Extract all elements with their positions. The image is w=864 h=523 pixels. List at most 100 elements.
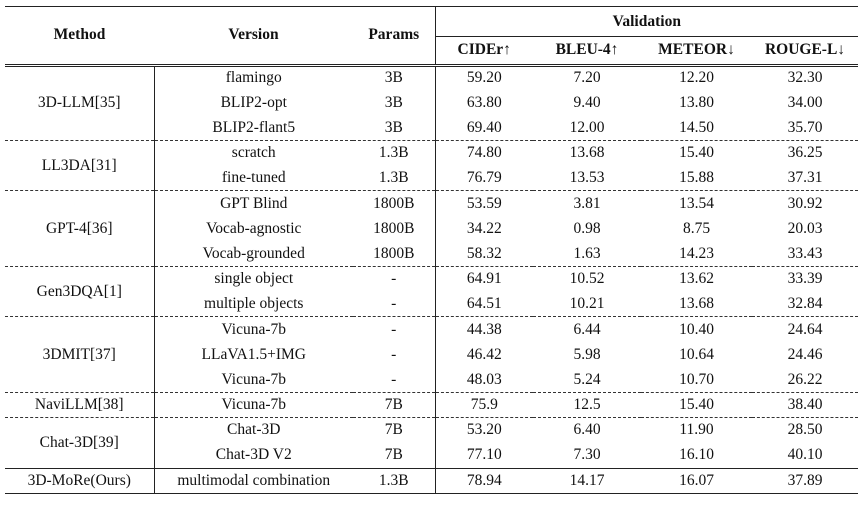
version-cell: LLaVA1.5+IMG (201, 345, 306, 363)
header-cider: CIDEr↑ (434, 36, 533, 64)
rouge-cell: 32.30 (787, 69, 823, 87)
cider-cell: 59.20 (434, 65, 533, 91)
params-cell: 1.3B (378, 169, 409, 187)
cider-cell: 53.59 (434, 190, 533, 217)
version-cell: multimodal combination (154, 467, 353, 494)
bleu-cell: 7.30 (573, 446, 601, 464)
rouge-cell: 24.46 (787, 345, 823, 363)
params-cell: 1800B (353, 190, 435, 217)
rouge-cell: 26.22 (787, 370, 823, 388)
cider-cell: 77.10 (434, 442, 533, 468)
meteor-cell: 16.10 (679, 446, 714, 464)
params-cell: 3B (384, 118, 403, 136)
cider-cell: 76.79 (434, 165, 533, 191)
meteor-cell: 13.62 (641, 265, 752, 292)
method-cell: Gen3DQA[1] (5, 265, 155, 317)
bleu-cell: 1.63 (573, 244, 601, 262)
header-method: Method (5, 6, 154, 64)
meteor-cell: 10.64 (679, 345, 714, 363)
version-cell: GPT Blind (154, 190, 353, 217)
cider-cell: 75.9 (434, 391, 533, 418)
table-row: 3D-LLM[35] flamingo 3B 59.20 7.20 12.20 32.30 (5, 65, 858, 141)
bleu-cell: 12.00 (569, 118, 605, 136)
table-row: Vocab-agnostic 1800B 34.22 0.98 8.75 20.03 (5, 216, 858, 242)
header-params: Params (353, 6, 435, 64)
header-version: Version (154, 6, 353, 64)
bleu-cell: 13.53 (569, 169, 605, 187)
table-row: NaviLLM[38] Vicuna-7b 7B 75.9 12.5 15.40 38.40 (5, 391, 859, 418)
table-row: multiple objects - 64.51 10.21 13.68 32.84 (5, 291, 858, 317)
rouge-cell: 24.64 (752, 316, 859, 343)
version-cell: multiple objects (204, 295, 304, 313)
results-body: 3D-LLM[35] flamingo 3B 59.20 7.20 12.20 32.30 B… (5, 65, 859, 494)
meteor-cell: 16.07 (641, 467, 752, 494)
method-cell: LL3DA[31] (5, 140, 155, 191)
bleu-cell: 10.21 (569, 295, 605, 313)
results-table: Method Version Params Validation CIDEr↑ … (5, 6, 859, 494)
header-rule (5, 62, 859, 67)
cider-cell: 58.32 (434, 241, 533, 267)
rouge-cell: 40.10 (787, 446, 823, 464)
version-cell: Vicuna-7b (221, 370, 287, 388)
method-cell: Chat-3D[39] (5, 417, 155, 468)
table-row: fine-tuned 1.3B 76.79 13.53 15.88 37.31 (5, 165, 858, 191)
params-cell: - (391, 370, 397, 388)
params-cell: 1.3B (353, 467, 435, 494)
meteor-cell: 14.50 (679, 118, 714, 136)
rouge-cell: 34.00 (787, 93, 823, 111)
rouge-cell: 28.50 (752, 417, 859, 443)
cider-cell: 53.20 (434, 417, 533, 443)
table-row: GPT-4[36] GPT Blind 1800B 53.59 3.81 13.54 30.… (5, 190, 859, 267)
table-row: 3DMIT[37] Vicuna-7b -44.38 6.44 10.40 24.64 (5, 316, 859, 393)
bleu-cell: 9.40 (573, 93, 601, 111)
table-row: Vocab-grounded 1800B 58.32 1.63 14.23 33.43 (5, 241, 858, 267)
version-cell: scratch (154, 140, 353, 166)
meteor-cell: 10.70 (679, 370, 714, 388)
method-cell: 3D-LLM[35] (5, 65, 155, 141)
bleu-cell: 5.24 (573, 370, 601, 388)
meteor-cell: 11.90 (641, 417, 752, 443)
rouge-cell: 37.31 (787, 169, 823, 187)
table-row: LLaVA1.5+IMG - 46.42 5.98 10.64 24.46 (5, 342, 858, 368)
method-cell: NaviLLM[38] (5, 391, 155, 418)
rouge-cell: 38.40 (752, 391, 859, 418)
meteor-cell: 10.40 (641, 316, 752, 343)
cider-cell: 44.38 (434, 316, 533, 343)
cider-cell: 34.22 (434, 216, 533, 242)
bleu-cell: 6.40 (533, 417, 641, 443)
bleu-cell: 13.68 (533, 140, 641, 166)
meteor-cell: 14.23 (679, 244, 714, 262)
params-cell: 7B (353, 391, 435, 418)
cider-cell: 48.03 (434, 367, 533, 393)
version-cell: single object (154, 265, 353, 292)
bleu-cell: 5.98 (573, 345, 601, 363)
header-bleu: BLEU-4↑ (555, 41, 619, 59)
header-row-metrics: CIDEr↑ BLEU-4↑ METEOR↓ ROUGE-L↓ (5, 36, 858, 64)
params-cell: - (353, 265, 435, 292)
bleu-cell: 14.17 (533, 467, 641, 494)
meteor-cell: 15.40 (641, 391, 752, 418)
meteor-cell: 15.88 (679, 169, 714, 187)
bleu-cell: 6.44 (533, 316, 641, 343)
version-cell: BLIP2-flant5 (212, 118, 296, 136)
bleu-cell: 3.81 (533, 190, 641, 217)
version-cell: flamingo (225, 69, 282, 87)
table-row: Vicuna-7b - 48.03 5.24 10.70 26.22 (5, 367, 858, 393)
table-row: BLIP2-opt 3B 63.80 9.40 13.80 34.00 (5, 90, 858, 116)
table-row: LL3DA[31] scratch 1.3B 74.80 13.68 15.40 36.25 (5, 140, 859, 191)
table-row: BLIP2-flant5 3B 69.40 12.00 14.50 35.70 (5, 115, 858, 141)
cider-cell: 46.42 (434, 342, 533, 368)
version-cell: fine-tuned (221, 169, 286, 187)
params-cell: 3B (384, 69, 403, 87)
method-cell: GPT-4[36] (5, 190, 155, 267)
cider-cell: 64.91 (434, 265, 533, 292)
rouge-cell: 35.70 (787, 118, 823, 136)
rouge-cell: 32.84 (787, 295, 823, 313)
table-row: Chat-3D V2 7B 77.10 7.30 16.10 40.10 (5, 442, 858, 468)
cider-cell: 64.51 (434, 291, 533, 317)
rouge-cell: 33.39 (752, 265, 859, 292)
cider-cell: 74.80 (434, 140, 533, 166)
rouge-cell: 30.92 (752, 190, 859, 217)
bleu-cell: 7.20 (573, 69, 601, 87)
